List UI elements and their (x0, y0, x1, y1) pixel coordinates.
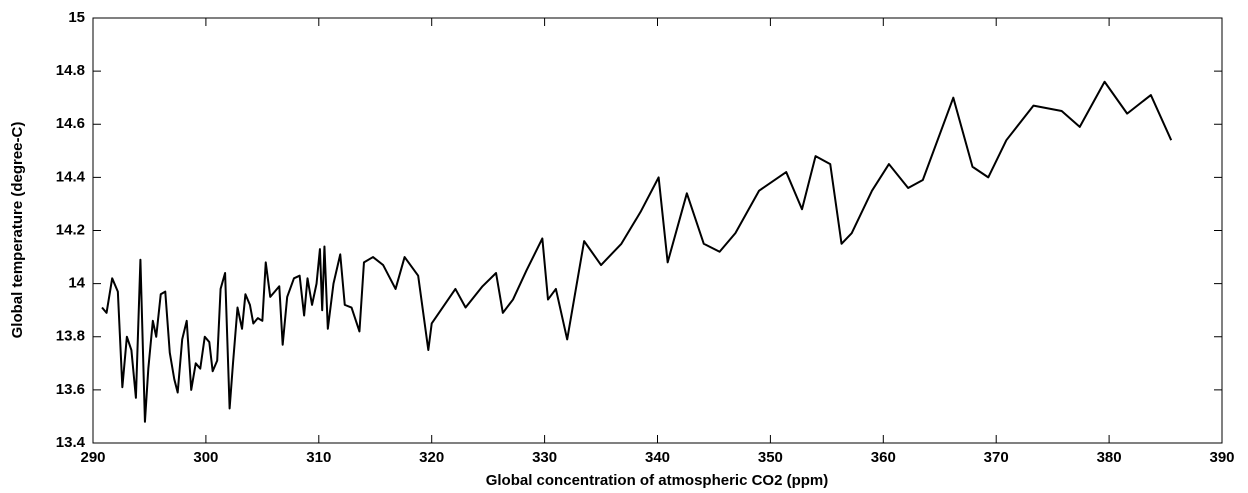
x-axis-label: Global concentration of atmospheric CO2 … (486, 472, 829, 489)
x-tick-label: 360 (871, 449, 896, 466)
y-tick-label: 14.2 (56, 221, 85, 238)
y-tick-label: 13.8 (56, 328, 85, 345)
x-tick-label: 380 (1097, 449, 1122, 466)
x-tick-label: 320 (419, 449, 444, 466)
y-tick-label: 14.4 (56, 168, 86, 185)
x-tick-label: 290 (80, 449, 105, 466)
y-tick-label: 13.6 (56, 381, 85, 398)
data-line (101, 80, 1173, 423)
y-tick-label: 15 (68, 9, 85, 26)
y-axis-label: Global temperature (degree-C) (9, 122, 26, 339)
x-tick-label: 350 (758, 449, 783, 466)
y-tick-label: 14 (68, 275, 85, 292)
x-tick-label: 300 (193, 449, 218, 466)
y-tick-label: 13.4 (56, 434, 86, 451)
x-tick-label: 390 (1209, 449, 1234, 466)
y-tick-label: 14.8 (56, 62, 85, 79)
x-tick-label: 310 (306, 449, 331, 466)
plot-frame (92, 17, 1223, 444)
x-tick-label: 340 (645, 449, 670, 466)
x-tick-label: 370 (984, 449, 1009, 466)
y-tick-label: 14.6 (56, 115, 85, 132)
x-tick-label: 330 (532, 449, 557, 466)
